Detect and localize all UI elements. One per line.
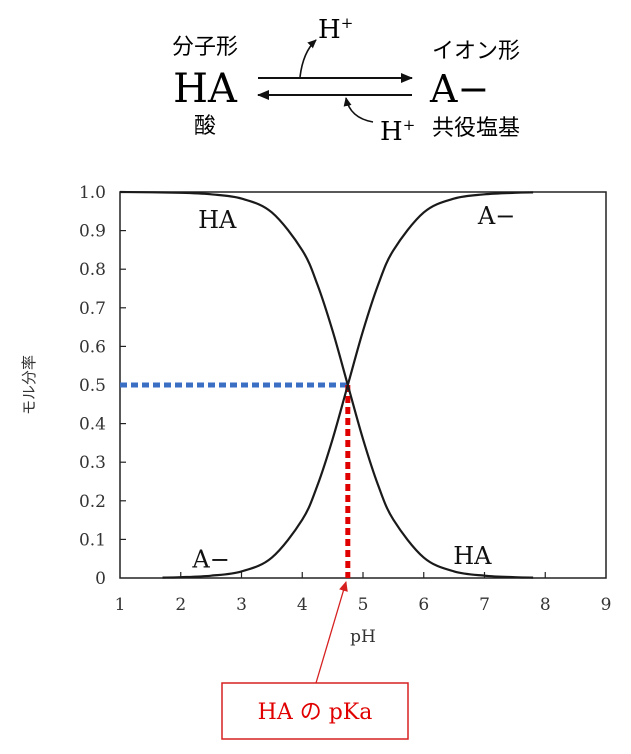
callout-label: HA の pKa bbox=[258, 700, 373, 725]
proton-uptake-arrow bbox=[343, 97, 374, 123]
y-tick-label: 1.0 bbox=[79, 183, 106, 203]
x-tick-label: 1 bbox=[115, 595, 126, 615]
x-axis-label: pH bbox=[350, 627, 376, 647]
y-tick-label: 0.3 bbox=[79, 453, 106, 473]
left-sub: 酸 bbox=[194, 114, 216, 139]
y-axis-ticks: 0 0.1 0.2 0.3 0.4 0.5 0.6 0.7 0.8 0.9 1.0 bbox=[79, 183, 126, 589]
y-tick-label: 0.8 bbox=[79, 260, 106, 280]
x-tick-label: 9 bbox=[601, 595, 612, 615]
y-axis-label: モル分率 bbox=[20, 355, 38, 415]
x-tick-label: 6 bbox=[418, 595, 429, 615]
x-tick-label: 7 bbox=[479, 595, 490, 615]
curve-annotation: HA bbox=[453, 542, 492, 570]
right-sub: 共役塩基 bbox=[432, 116, 520, 141]
curve-annotation: A− bbox=[477, 202, 515, 230]
y-tick-label: 0.9 bbox=[79, 222, 106, 242]
curve-annotations: HA A− A− HA bbox=[191, 202, 515, 574]
x-tick-label: 4 bbox=[297, 595, 308, 615]
y-tick-label: 0.7 bbox=[79, 299, 106, 319]
y-tick-label: 0.4 bbox=[79, 415, 106, 435]
curve-annotation: A− bbox=[191, 546, 229, 574]
callout-pointer bbox=[315, 581, 348, 684]
left-caption: 分子形 bbox=[172, 35, 238, 60]
y-tick-label: 0 bbox=[95, 569, 106, 589]
y-tick-label: 0.5 bbox=[79, 376, 106, 396]
y-tick-label: 0.2 bbox=[79, 492, 106, 512]
right-caption: イオン形 bbox=[432, 39, 520, 64]
y-tick-label: 0.1 bbox=[79, 530, 106, 550]
x-tick-label: 5 bbox=[358, 595, 369, 615]
proton-bottom: H+ bbox=[380, 116, 415, 147]
callout-box bbox=[221, 682, 409, 740]
guide-lines bbox=[120, 382, 351, 578]
x-axis-ticks: 1 2 3 4 5 6 7 8 9 bbox=[115, 572, 612, 615]
proton-top: H+ bbox=[318, 14, 353, 45]
x-tick-label: 2 bbox=[175, 595, 186, 615]
series-curves bbox=[119, 190, 534, 579]
x-tick-label: 3 bbox=[236, 595, 247, 615]
reaction-diagram: 分子形 HA 酸 H+ H+ イオン形 A− 共役塩基 bbox=[172, 14, 520, 147]
y-tick-label: 0.6 bbox=[79, 337, 106, 357]
plot-area: 1 2 3 4 5 6 7 8 9 0 0.1 0.2 0.3 0.4 0.5 0.6 0.7 0.8 0.9 1.… bbox=[20, 183, 611, 647]
right-species: A− bbox=[429, 67, 489, 111]
proton-release-arrow bbox=[299, 39, 317, 78]
pka-callout: HA の pKa bbox=[221, 581, 409, 740]
left-species: HA bbox=[173, 66, 238, 112]
x-tick-label: 8 bbox=[540, 595, 551, 615]
curve-annotation: HA bbox=[198, 206, 237, 234]
series-line-1 bbox=[162, 191, 534, 579]
